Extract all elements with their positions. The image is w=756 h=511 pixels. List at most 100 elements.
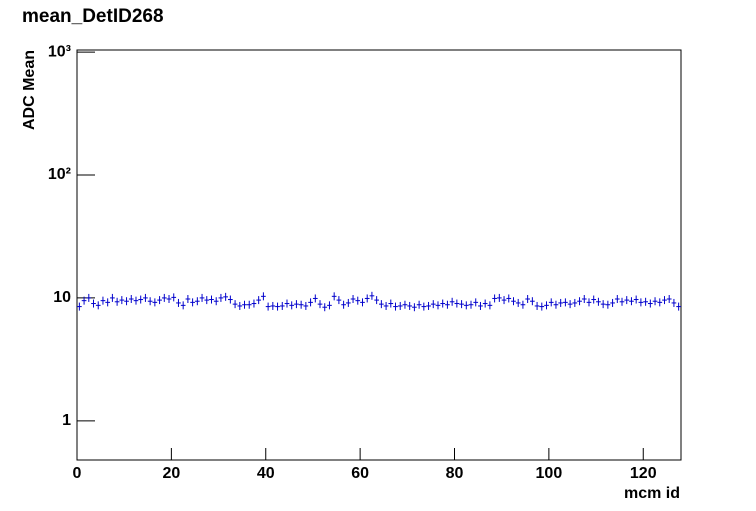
data-point [492, 294, 497, 303]
data-point [666, 294, 672, 303]
y-tick-label: 10² [48, 166, 71, 183]
data-point [86, 293, 92, 302]
data-point [558, 298, 564, 307]
data-point [445, 300, 450, 309]
data-point [605, 300, 611, 309]
data-point [303, 301, 309, 310]
y-axis-label: ADC Mean [21, 50, 38, 130]
x-tick-label: 60 [351, 465, 369, 482]
data-point [638, 298, 644, 307]
data-point [317, 300, 323, 309]
y-tick-label: 10³ [48, 43, 71, 60]
data-point [91, 299, 96, 308]
data-point [449, 297, 455, 306]
data-point [548, 298, 554, 307]
data-point [364, 294, 370, 303]
data-point [322, 303, 328, 312]
data-point [110, 293, 115, 302]
data-point [223, 292, 228, 301]
data-point [228, 295, 233, 304]
data-point [435, 301, 441, 310]
data-point [275, 302, 280, 311]
data-point [336, 296, 342, 305]
data-point [643, 297, 648, 306]
data-point [209, 295, 214, 304]
data-point [657, 298, 663, 307]
data-point [284, 299, 290, 308]
data-point [369, 291, 375, 300]
data-point [421, 302, 427, 311]
data-point [77, 302, 82, 311]
data-point [355, 296, 361, 305]
data-point [383, 301, 389, 310]
data-point [430, 300, 436, 309]
data-point [194, 297, 200, 306]
data-point [473, 298, 479, 307]
data-point [270, 301, 276, 310]
data-point [482, 299, 488, 308]
data-point [676, 302, 681, 311]
data-point [563, 298, 568, 307]
data-point [331, 292, 337, 301]
data-point [379, 300, 384, 309]
data-point [246, 300, 252, 309]
data-point [312, 294, 318, 303]
data-point [416, 300, 422, 309]
x-tick-label: 80 [446, 465, 464, 482]
data-point [544, 301, 549, 310]
data-point [652, 297, 658, 306]
data-point [327, 301, 332, 310]
data-point [237, 301, 243, 310]
data-point [515, 298, 521, 307]
data-point [119, 296, 125, 305]
data-point [567, 300, 573, 309]
data-point [440, 299, 446, 308]
data-point [586, 298, 592, 307]
data-point [138, 295, 144, 304]
data-point [147, 297, 153, 306]
data-point [647, 299, 653, 308]
data-point [577, 297, 582, 306]
data-point [388, 299, 394, 308]
data-point [534, 301, 540, 310]
y-tick-label: 10 [53, 289, 71, 306]
data-point [487, 301, 493, 310]
chart-title: mean_DetID268 [22, 6, 164, 27]
data-point [633, 295, 639, 304]
data-point [610, 298, 615, 307]
data-point [128, 294, 134, 303]
data-point [204, 296, 210, 305]
data-point [360, 298, 365, 307]
data-point [629, 297, 634, 306]
data-point [124, 297, 129, 306]
data-point [468, 300, 474, 309]
plot-frame [76, 49, 682, 461]
data-point [199, 293, 205, 302]
y-tick-label: 1 [62, 412, 71, 429]
data-point [345, 298, 351, 307]
data-point [190, 298, 195, 307]
data-point [294, 300, 299, 309]
x-tick-label: 120 [630, 465, 657, 482]
data-point [407, 301, 413, 310]
data-point [619, 297, 625, 306]
data-point [176, 298, 181, 307]
data-point [520, 300, 526, 309]
data-point [374, 296, 379, 305]
data-point [478, 301, 483, 310]
data-point [511, 297, 516, 306]
data-point [171, 293, 177, 302]
data-point [393, 302, 398, 311]
data-point [624, 296, 630, 305]
x-axis-label: mcm id [624, 485, 680, 502]
data-point [402, 300, 408, 309]
data-point [397, 301, 403, 310]
x-tick-label: 20 [162, 465, 180, 482]
data-point [114, 297, 120, 306]
data-point [180, 301, 186, 310]
data-point [298, 300, 304, 309]
data-point [591, 295, 597, 304]
data-point [133, 296, 139, 305]
